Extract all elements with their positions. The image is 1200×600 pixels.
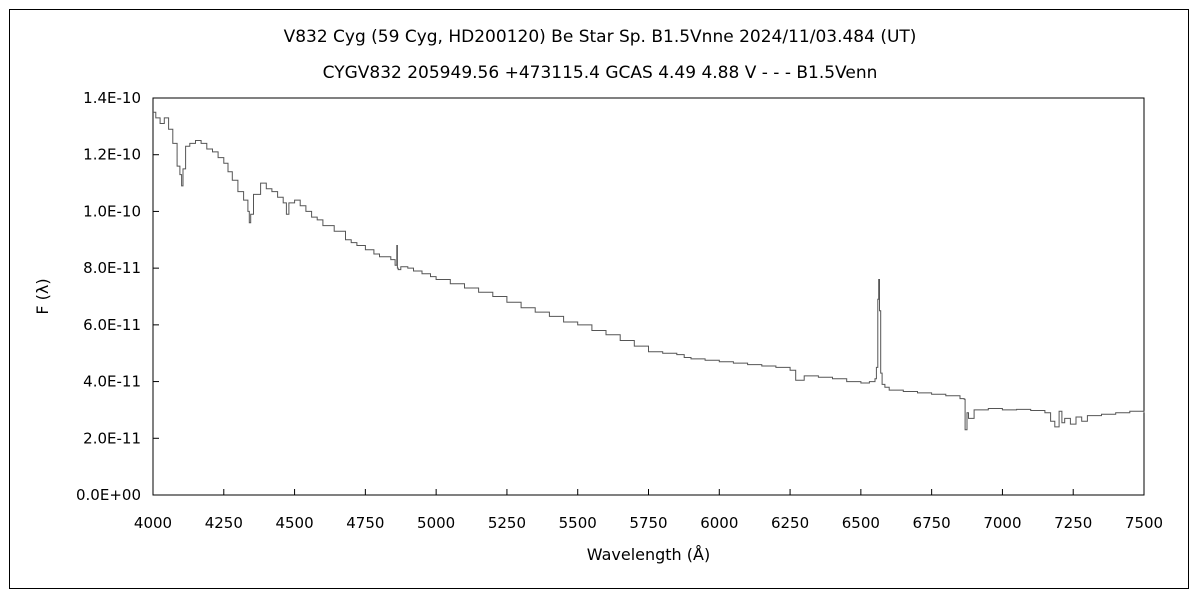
x-tick-label: 4250 (205, 514, 243, 532)
y-tick-label: 1.4E-10 (83, 89, 141, 107)
y-tick-label: 2.0E-11 (83, 429, 141, 447)
x-tick-label: 5750 (629, 514, 667, 532)
x-tick-label: 4750 (346, 514, 384, 532)
y-tick-label: 8.0E-11 (83, 259, 141, 277)
x-tick-label: 7250 (1054, 514, 1092, 532)
x-tick-label: 6250 (771, 514, 809, 532)
y-tick-label: 1.2E-10 (83, 146, 141, 164)
x-tick-label: 7500 (1125, 514, 1163, 532)
x-tick-label: 6500 (842, 514, 880, 532)
chart-title: V832 Cyg (59 Cyg, HD200120) Be Star Sp. … (283, 27, 917, 47)
chart-frame (9, 9, 1189, 589)
plot-area (152, 97, 1145, 496)
y-tick-label: 6.0E-11 (83, 316, 141, 334)
x-tick-label: 4000 (134, 514, 172, 532)
x-tick-label: 5500 (559, 514, 597, 532)
y-tick-label: 0.0E+00 (76, 486, 141, 504)
x-tick-label: 4500 (275, 514, 313, 532)
spectrum-series-line (153, 111, 1145, 431)
x-tick-label: 5250 (488, 514, 526, 532)
x-tick-label: 5000 (417, 514, 455, 532)
x-tick-label: 7000 (983, 514, 1021, 532)
x-tick-label: 6000 (700, 514, 738, 532)
y-axis: 0.0E+00 2.0E-11 4.0E-11 6.0E-11 8.0E-11 1.0E-… (76, 89, 159, 504)
x-tick-label: 6750 (913, 514, 951, 532)
y-axis-label: F (λ) (33, 278, 52, 314)
x-axis: 4000 4250 4500 4750 5000 5250 5500 5750 6000 6250… (134, 489, 1163, 532)
x-axis-label: Wavelength (Å) (587, 545, 710, 564)
chart-subtitle: CYGV832 205949.56 +473115.4 GCAS 4.49 4.… (322, 63, 878, 83)
y-tick-label: 4.0E-11 (83, 373, 141, 391)
y-tick-label: 1.0E-10 (83, 202, 141, 220)
